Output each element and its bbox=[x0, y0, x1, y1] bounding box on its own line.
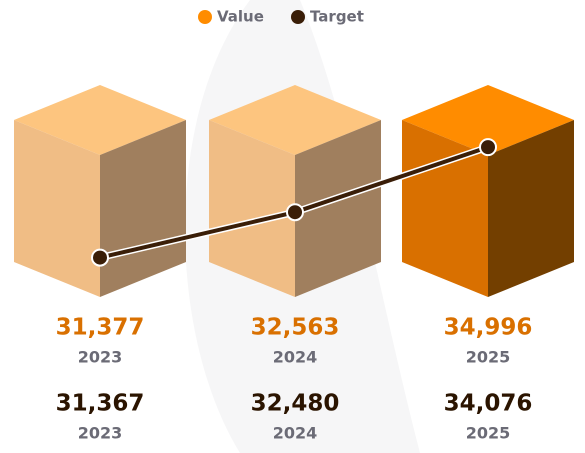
legend-label: Value bbox=[217, 8, 264, 26]
cube bbox=[402, 85, 574, 297]
category-label: 2024 bbox=[273, 424, 318, 443]
category-label: 2025 bbox=[466, 348, 511, 367]
value-label: 34,996 bbox=[444, 315, 533, 341]
value-label: 31,367 bbox=[56, 391, 145, 417]
legend-label: Target bbox=[310, 8, 364, 26]
category-label: 2024 bbox=[273, 348, 318, 367]
category-label: 2023 bbox=[78, 424, 123, 443]
cube-left bbox=[209, 120, 295, 297]
category-label: 2023 bbox=[78, 348, 123, 367]
cube-right bbox=[295, 120, 381, 297]
value-label: 32,563 bbox=[251, 315, 340, 341]
legend-marker bbox=[291, 10, 305, 24]
target-point bbox=[479, 138, 497, 157]
value-label: 31,377 bbox=[56, 315, 145, 341]
target-point bbox=[286, 203, 304, 222]
cube-left bbox=[14, 120, 100, 297]
category-label: 2025 bbox=[466, 424, 511, 443]
cube-right bbox=[488, 120, 574, 297]
value-label: 34,076 bbox=[444, 391, 533, 417]
cube bbox=[209, 85, 381, 297]
legend-marker bbox=[198, 10, 212, 24]
cube bbox=[14, 85, 186, 297]
cube-left bbox=[402, 120, 488, 297]
value-label: 32,480 bbox=[251, 391, 340, 417]
target-point bbox=[91, 248, 109, 267]
